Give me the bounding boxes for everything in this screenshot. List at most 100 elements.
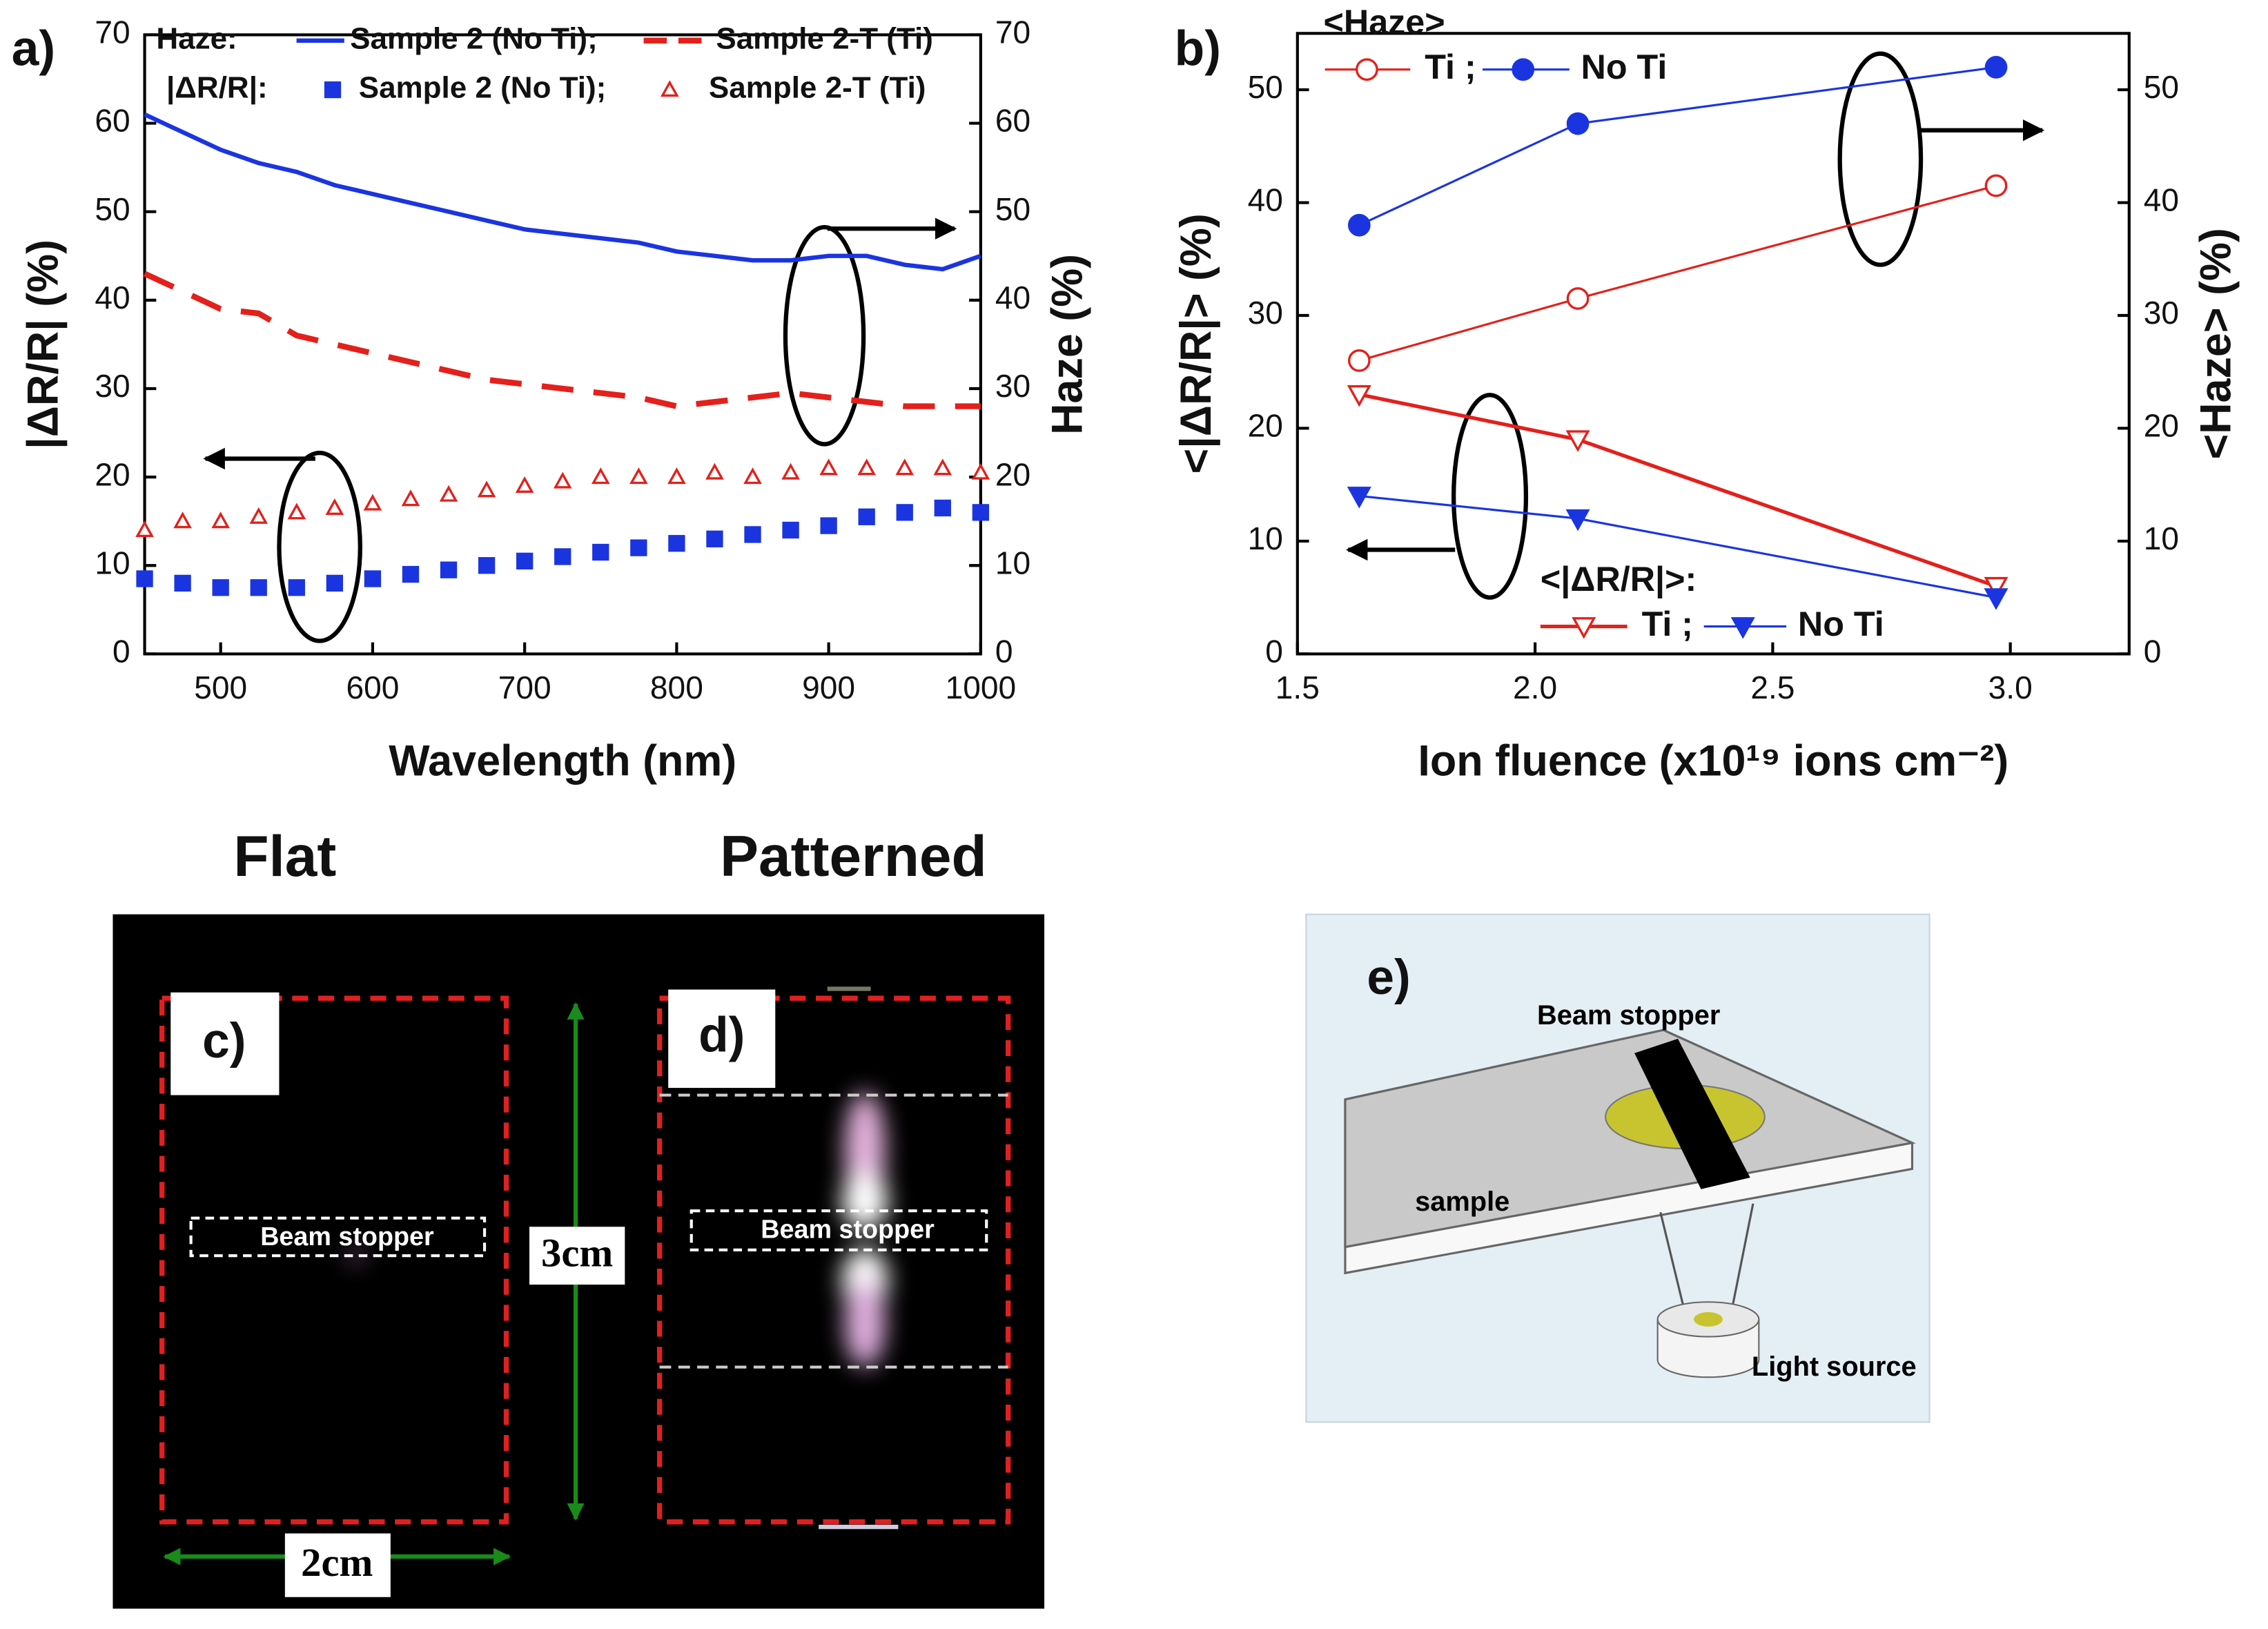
marker xyxy=(554,548,571,565)
marker xyxy=(440,561,458,578)
y-tick-label: 40 xyxy=(95,280,130,315)
legend-label: No Ti xyxy=(1581,47,1668,86)
x-tick-label: 500 xyxy=(194,670,247,705)
schematic-label: Light source xyxy=(1752,1352,1917,1382)
x-tick-label: 2.0 xyxy=(1513,670,1557,705)
marker xyxy=(744,526,761,543)
dimension-box xyxy=(529,1227,625,1285)
y-tick-label: 40 xyxy=(2144,182,2179,218)
panel-title: Flat xyxy=(233,823,336,888)
glint xyxy=(819,1524,899,1530)
marker xyxy=(478,557,496,574)
y-tick-label: 20 xyxy=(1248,408,1283,444)
marker xyxy=(743,467,762,485)
marker xyxy=(668,535,685,552)
legend-label: Sample 2-T (Ti) xyxy=(709,71,926,105)
marker xyxy=(136,570,153,587)
marker xyxy=(402,565,420,583)
x-axis-label: Ion fluence (x10¹⁹ ions cm⁻²) xyxy=(1418,737,2008,785)
dimension-label: 3cm xyxy=(541,1231,613,1276)
marker xyxy=(591,467,610,485)
legend-label: Ti ; xyxy=(1425,47,1476,86)
marker xyxy=(895,458,915,476)
legend-marker xyxy=(1572,617,1596,639)
marker xyxy=(211,511,231,529)
marker xyxy=(706,530,723,547)
marker xyxy=(553,471,572,489)
legend-label: Ti ; xyxy=(1642,604,1693,643)
y-tick-label: 40 xyxy=(995,280,1030,315)
x-tick-label: 600 xyxy=(346,670,399,705)
series-line xyxy=(1358,66,1997,226)
legend-label: Sample 2 (No Ti); xyxy=(359,71,607,105)
y-tick-label: 50 xyxy=(995,191,1030,227)
legend-marker xyxy=(1356,58,1378,81)
marker xyxy=(705,462,724,480)
dimension-box xyxy=(284,1533,391,1597)
legend-label: Sample 2 (No Ti); xyxy=(350,21,598,55)
panel-label: d) xyxy=(698,1008,745,1063)
legend-group: Haze: xyxy=(156,21,237,55)
beam-stopper-label: Beam stopper xyxy=(761,1215,935,1244)
marker xyxy=(288,579,305,596)
light-rays xyxy=(1659,1203,1754,1320)
y-tick-label: 30 xyxy=(2144,295,2179,331)
y-tick-label: 60 xyxy=(95,103,130,139)
marker xyxy=(1347,385,1371,407)
y-tick-label: 0 xyxy=(2144,634,2162,670)
y-axis-label: |ΔR/R| (%) xyxy=(19,240,68,449)
x-tick-label: 700 xyxy=(498,670,551,705)
ellipse xyxy=(783,225,866,447)
marker xyxy=(1566,287,1590,310)
legend-group: <|ΔR/R|>: xyxy=(1541,559,1697,599)
marker xyxy=(250,579,267,596)
marker xyxy=(820,517,837,534)
y-tick-label: 30 xyxy=(1248,295,1283,331)
marker xyxy=(592,543,609,561)
ellipse xyxy=(277,450,362,643)
y-tick-label: 70 xyxy=(995,14,1030,50)
marker xyxy=(249,507,268,524)
marker xyxy=(629,467,648,485)
panel-label: e) xyxy=(1367,950,1410,1005)
beam-stopper-box xyxy=(189,1209,988,1258)
x-tick-label: 1000 xyxy=(946,670,1017,705)
marker xyxy=(1984,576,2008,599)
marker xyxy=(401,489,420,507)
legend-label: Sample 2-T (Ti) xyxy=(716,21,933,55)
marker xyxy=(325,498,344,516)
marker xyxy=(363,494,382,511)
light-source-lamp xyxy=(1694,1311,1723,1327)
y-tick-label: 20 xyxy=(995,456,1030,492)
marker xyxy=(1984,174,2008,197)
marker xyxy=(630,539,647,556)
y-axis-label: <|ΔR/R|> (%) xyxy=(1172,213,1220,474)
y-tick-label: 50 xyxy=(1248,69,1283,105)
series-line xyxy=(144,112,981,272)
marker xyxy=(173,511,192,529)
y2-axis-label: <Haze> (%) xyxy=(2191,228,2240,459)
marker xyxy=(1565,430,1590,452)
plot-frame xyxy=(143,33,982,656)
annotations xyxy=(203,51,2045,643)
x-axis-label: Wavelength (nm) xyxy=(389,737,736,785)
marker xyxy=(516,552,534,569)
panel-label: a) xyxy=(12,21,55,76)
panel-title: Patterned xyxy=(720,823,987,888)
legend-group: <Haze> xyxy=(1324,2,1445,41)
marker xyxy=(1347,349,1371,372)
marker xyxy=(212,579,229,596)
sample-outline xyxy=(159,995,1011,1525)
legend-label: No Ti xyxy=(1798,604,1884,643)
marker xyxy=(174,574,191,592)
y-tick-label: 10 xyxy=(95,545,130,581)
marker xyxy=(1984,588,2008,610)
marker xyxy=(667,467,686,485)
y-tick-label: 0 xyxy=(113,634,130,670)
x-tick-label: 1.5 xyxy=(1275,670,1320,705)
legend-marker xyxy=(660,80,679,97)
marker xyxy=(326,574,344,592)
marker xyxy=(364,570,382,587)
